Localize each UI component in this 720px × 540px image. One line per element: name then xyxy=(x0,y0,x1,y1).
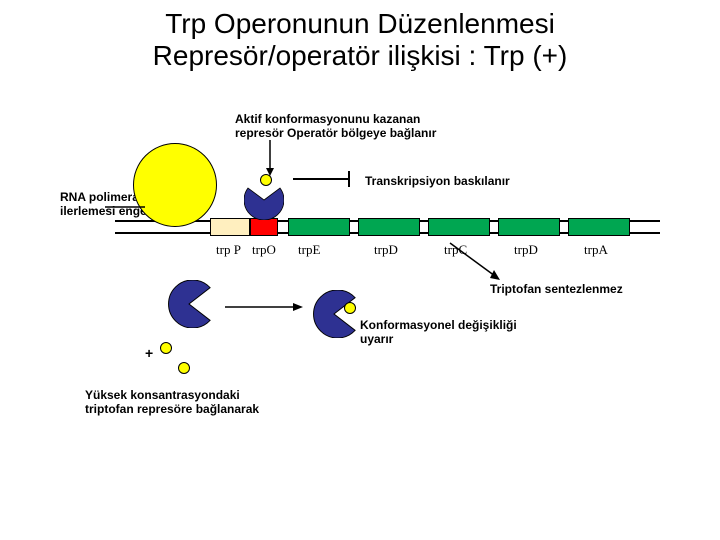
operator-block xyxy=(250,218,278,236)
diagram-title: Trp Operonunun Düzenlenmesi Represör/ope… xyxy=(0,0,720,72)
transcription-arrow-stop xyxy=(348,171,350,187)
label-active-conformation: Aktif konformasyonunu kazanan represör O… xyxy=(235,112,465,141)
arrow-repressor-transition xyxy=(225,295,305,325)
gene-trpA xyxy=(568,218,630,236)
label-trpD-2: trpD xyxy=(514,242,538,258)
title-line-2: Represör/operatör ilişkisi : Trp (+) xyxy=(0,40,720,72)
gene-trpD2 xyxy=(498,218,560,236)
title-line-1: Trp Operonunun Düzenlenmesi xyxy=(0,8,720,40)
repressor-inactive xyxy=(165,280,213,328)
trp-free-2 xyxy=(178,362,190,374)
trp-free-1 xyxy=(160,342,172,354)
arrow-to-trp-not-synth xyxy=(440,238,510,283)
label-trpO: trpO xyxy=(252,242,276,258)
promoter-block xyxy=(210,218,250,236)
trp-on-repressor-2 xyxy=(344,302,356,314)
label-trp-not-synth: Triptofan sentezlenmez xyxy=(490,282,623,296)
label-transcription-repressed: Transkripsiyon baskılanır xyxy=(365,174,510,188)
label-trpA: trpA xyxy=(584,242,608,258)
pointer-rna-pol xyxy=(105,205,155,225)
repressor-with-trp xyxy=(310,290,358,338)
label-trpP: trp P xyxy=(216,242,241,258)
gene-trpE xyxy=(288,218,350,236)
label-trpE: trpE xyxy=(298,242,320,258)
repressor-active-on-operator xyxy=(244,180,284,220)
transcription-arrow-shaft xyxy=(293,178,348,180)
gene-trpD xyxy=(358,218,420,236)
label-trpD: trpD xyxy=(374,242,398,258)
plus-symbol: + xyxy=(145,345,153,361)
label-high-concentration: Yüksek konsantrasyondaki triptofan repre… xyxy=(85,388,275,417)
gene-trpC xyxy=(428,218,490,236)
label-conformational: Konformasyonel değişikliği uyarır xyxy=(360,318,550,347)
arrow-to-repressor xyxy=(260,140,280,180)
